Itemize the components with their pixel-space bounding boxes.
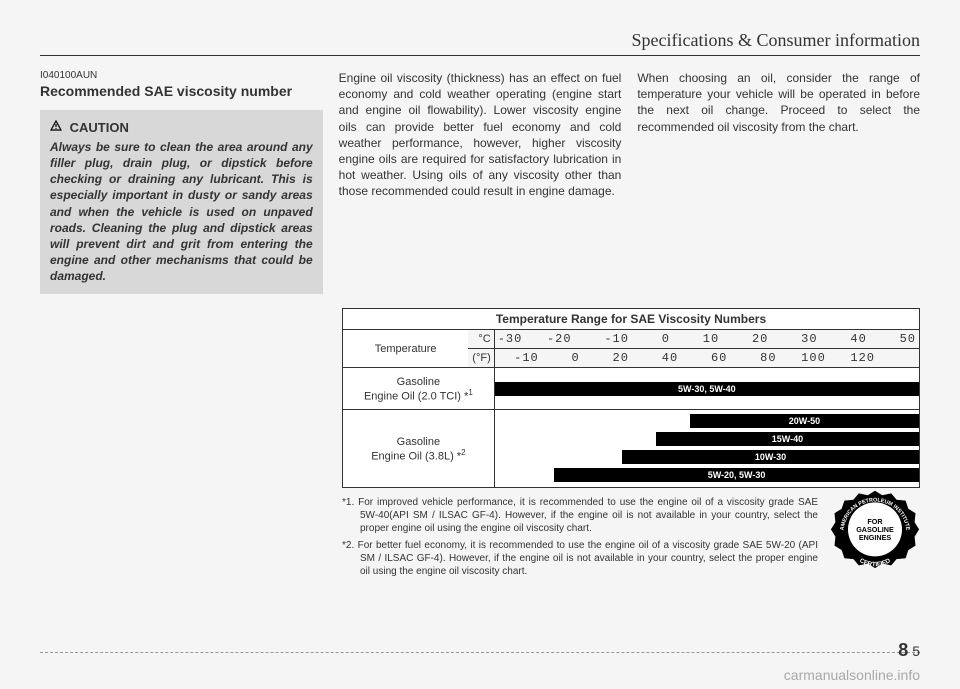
- footnote-2: *2. For better fuel economy, it is recom…: [342, 539, 818, 578]
- watermark: carmanualsonline.info: [784, 667, 920, 683]
- section-title: Specifications & Consumer information: [40, 30, 920, 51]
- lower-content: Temperature Range for SAE Viscosity Numb…: [40, 308, 920, 583]
- unit-f: (°F): [468, 349, 494, 368]
- row2-bars: 20W-50 15W-40 10W-30 5W-20, 5W-30: [494, 410, 919, 488]
- viscosity-table-wrap: Temperature Range for SAE Viscosity Numb…: [342, 308, 920, 583]
- body-paragraph: When choosing an oil, consider the range…: [637, 70, 920, 135]
- footnote-1: *1. For improved vehicle performance, it…: [342, 496, 818, 535]
- row1-bars: 5W-30, 5W-40: [494, 368, 919, 410]
- body-paragraph: Engine oil viscosity (thickness) has an …: [339, 70, 622, 200]
- fahrenheit-values: -10 0 20 40 60 80 100 120: [494, 349, 919, 368]
- oil-bar: 10W-30: [622, 450, 919, 464]
- warning-icon: [50, 120, 62, 135]
- page-content: Specifications & Consumer information I0…: [40, 0, 920, 583]
- caution-title: CAUTION: [50, 120, 313, 135]
- text-columns: I040100AUN Recommended SAE viscosity num…: [40, 70, 920, 294]
- api-seal: AMERICAN PETROLEUM INSTITUTE CERTIFIED F…: [830, 488, 920, 583]
- chapter-num: 8: [898, 640, 908, 660]
- page-number: 8 5: [898, 640, 920, 661]
- page-divider: [40, 652, 920, 653]
- caution-text: Always be sure to clean the area around …: [50, 139, 313, 285]
- svg-text:ENGINES: ENGINES: [859, 534, 892, 543]
- footnote-row: *1. For improved vehicle performance, it…: [342, 488, 920, 583]
- viscosity-table: Temperature Range for SAE Viscosity Numb…: [342, 308, 920, 488]
- temperature-label: Temperature: [343, 330, 469, 368]
- oil-bar: 20W-50: [690, 414, 919, 428]
- page-header: Specifications & Consumer information: [40, 30, 920, 56]
- table-title: Temperature Range for SAE Viscosity Numb…: [343, 309, 920, 330]
- column-1: I040100AUN Recommended SAE viscosity num…: [40, 70, 323, 294]
- row1-label: GasolineEngine Oil (2.0 TCI) *1: [343, 368, 495, 410]
- column-2: Engine oil viscosity (thickness) has an …: [339, 70, 622, 294]
- unit-c: °C: [468, 330, 494, 349]
- oil-bar: 5W-20, 5W-30: [554, 468, 919, 482]
- oil-bar: 5W-30, 5W-40: [495, 382, 919, 396]
- oil-bar: 15W-40: [656, 432, 919, 446]
- footnotes: *1. For improved vehicle performance, it…: [342, 496, 818, 582]
- section-heading: Recommended SAE viscosity number: [40, 83, 323, 100]
- celsius-values: -30 -20 -10 0 10 20 30 40 50: [494, 330, 919, 349]
- spacer: [40, 308, 326, 583]
- caution-box: CAUTION Always be sure to clean the area…: [40, 110, 323, 295]
- column-3: When choosing an oil, consider the range…: [637, 70, 920, 294]
- page-num-val: 5: [912, 643, 920, 659]
- caution-label: CAUTION: [70, 120, 129, 135]
- row2-label: GasolineEngine Oil (3.8L) *2: [343, 410, 495, 488]
- doc-code: I040100AUN: [40, 70, 323, 81]
